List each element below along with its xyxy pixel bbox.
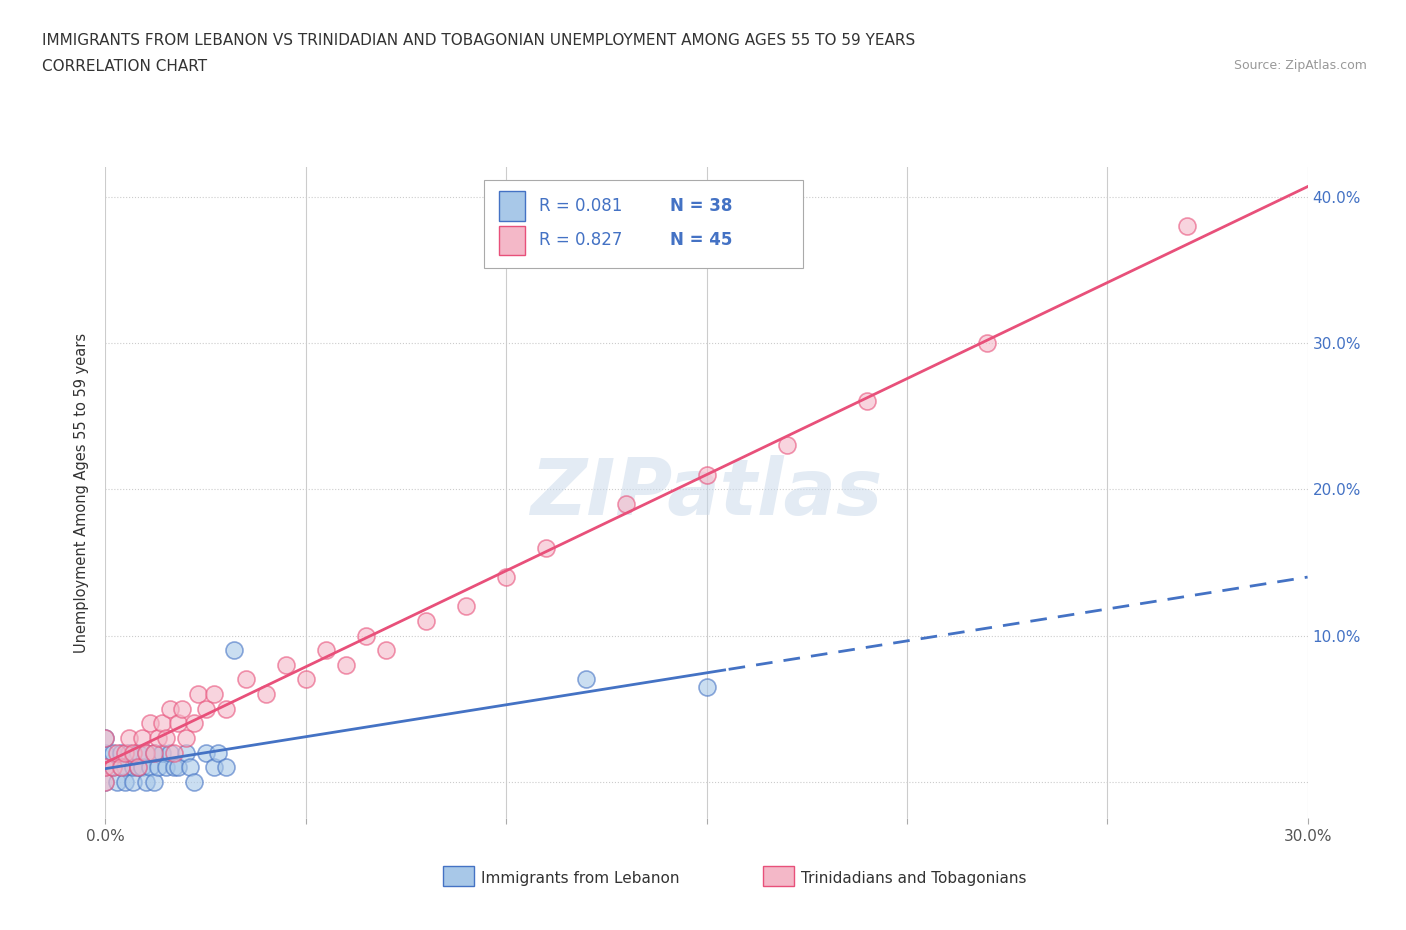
Point	[94, 730, 117, 745]
Text: N = 38: N = 38	[671, 197, 733, 215]
Point	[142, 745, 165, 760]
Point	[122, 775, 145, 790]
Text: R = 0.827: R = 0.827	[540, 231, 623, 248]
Point	[495, 569, 517, 584]
Text: Trinidadians and Tobagonians: Trinidadians and Tobagonians	[801, 871, 1026, 886]
Point	[114, 775, 136, 790]
Point	[374, 643, 398, 658]
Point	[855, 394, 877, 409]
Point	[166, 716, 188, 731]
Point	[138, 760, 160, 775]
Point	[94, 730, 117, 745]
Point	[150, 745, 173, 760]
Point	[94, 775, 117, 790]
Point	[107, 775, 129, 790]
Point	[135, 745, 157, 760]
Point	[162, 760, 184, 775]
Point	[454, 599, 477, 614]
Point	[776, 438, 799, 453]
Point	[170, 701, 193, 716]
Point	[202, 686, 225, 701]
Point	[122, 760, 145, 775]
Point	[696, 679, 718, 694]
Point	[142, 775, 165, 790]
Text: Immigrants from Lebanon: Immigrants from Lebanon	[481, 871, 679, 886]
FancyBboxPatch shape	[499, 226, 524, 256]
Text: N = 45: N = 45	[671, 231, 733, 248]
Text: CORRELATION CHART: CORRELATION CHART	[42, 59, 207, 73]
Point	[187, 686, 209, 701]
Point	[131, 760, 153, 775]
FancyBboxPatch shape	[499, 192, 524, 220]
Point	[135, 745, 157, 760]
Text: R = 0.081: R = 0.081	[540, 197, 623, 215]
Point	[166, 760, 188, 775]
Point	[194, 745, 217, 760]
Point	[110, 760, 132, 775]
Point	[179, 760, 201, 775]
Point	[135, 775, 157, 790]
Point	[110, 745, 132, 760]
Point	[295, 672, 318, 687]
Point	[335, 658, 357, 672]
Point	[354, 628, 377, 643]
Point	[616, 497, 638, 512]
Point	[207, 745, 229, 760]
Point	[127, 760, 149, 775]
Point	[575, 672, 598, 687]
Text: Source: ZipAtlas.com: Source: ZipAtlas.com	[1233, 59, 1367, 72]
Point	[114, 760, 136, 775]
Point	[138, 716, 160, 731]
Point	[174, 730, 197, 745]
Point	[183, 716, 205, 731]
Point	[94, 760, 117, 775]
Point	[235, 672, 257, 687]
Point	[114, 745, 136, 760]
Point	[1177, 219, 1199, 233]
Point	[122, 745, 145, 760]
Point	[159, 745, 181, 760]
Point	[222, 643, 245, 658]
Point	[103, 760, 125, 775]
FancyBboxPatch shape	[484, 180, 803, 269]
Point	[162, 745, 184, 760]
Point	[183, 775, 205, 790]
Point	[202, 760, 225, 775]
Point	[94, 760, 117, 775]
Point	[274, 658, 297, 672]
Y-axis label: Unemployment Among Ages 55 to 59 years: Unemployment Among Ages 55 to 59 years	[75, 333, 90, 653]
Point	[174, 745, 197, 760]
Point	[146, 760, 169, 775]
Point	[214, 760, 236, 775]
Point	[131, 730, 153, 745]
Point	[146, 730, 169, 745]
Point	[214, 701, 236, 716]
Point	[103, 745, 125, 760]
Point	[150, 716, 173, 731]
Point	[155, 730, 177, 745]
Point	[142, 745, 165, 760]
Point	[254, 686, 277, 701]
Point	[415, 614, 437, 629]
Point	[127, 745, 149, 760]
Bar	[763, 866, 794, 886]
Point	[696, 467, 718, 482]
Point	[159, 701, 181, 716]
Point	[976, 336, 998, 351]
Point	[103, 760, 125, 775]
Point	[534, 540, 557, 555]
Point	[118, 730, 141, 745]
Point	[94, 775, 117, 790]
Point	[94, 745, 117, 760]
Point	[315, 643, 337, 658]
Point	[194, 701, 217, 716]
Bar	[443, 866, 474, 886]
Text: ZIPatlas: ZIPatlas	[530, 455, 883, 531]
Text: IMMIGRANTS FROM LEBANON VS TRINIDADIAN AND TOBAGONIAN UNEMPLOYMENT AMONG AGES 55: IMMIGRANTS FROM LEBANON VS TRINIDADIAN A…	[42, 33, 915, 47]
Point	[107, 745, 129, 760]
Point	[155, 760, 177, 775]
Point	[110, 760, 132, 775]
Point	[127, 760, 149, 775]
Point	[118, 745, 141, 760]
